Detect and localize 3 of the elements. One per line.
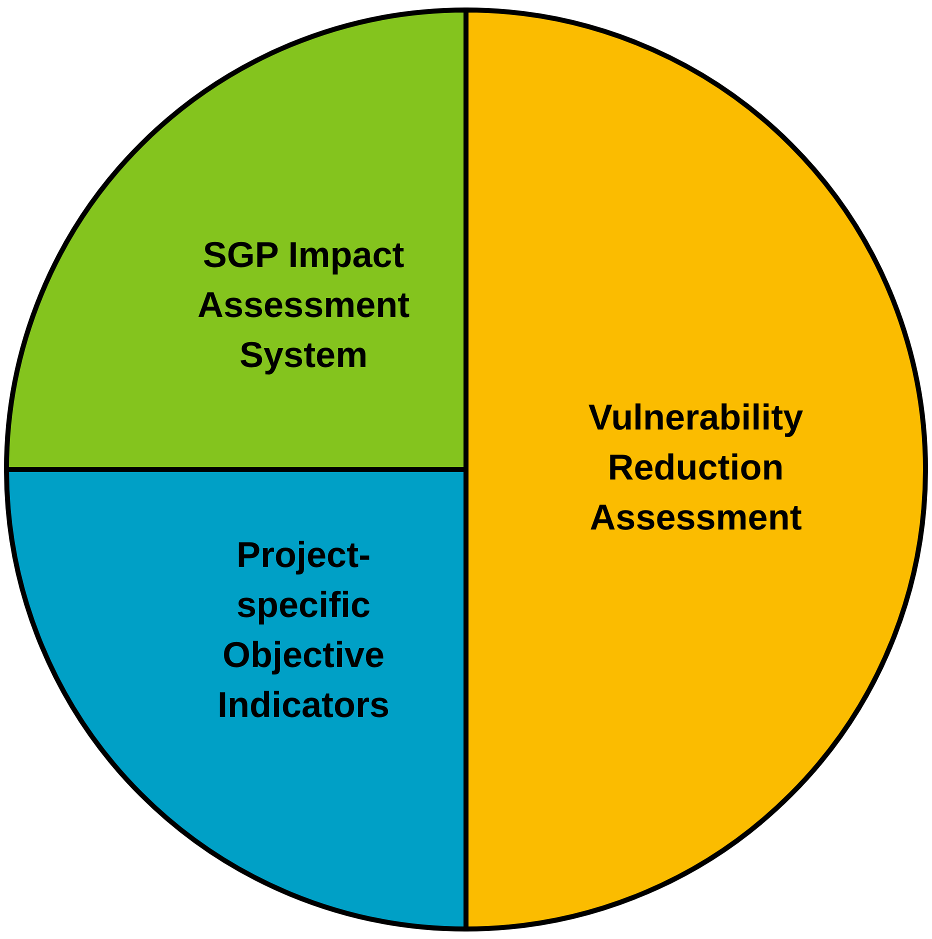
slice-label: SGP Impact Assessment System xyxy=(197,234,410,375)
slice-label: Vulnerability Reduction Assessment xyxy=(588,396,804,538)
slice-label: Project-specific Objective Indicators xyxy=(218,534,390,725)
